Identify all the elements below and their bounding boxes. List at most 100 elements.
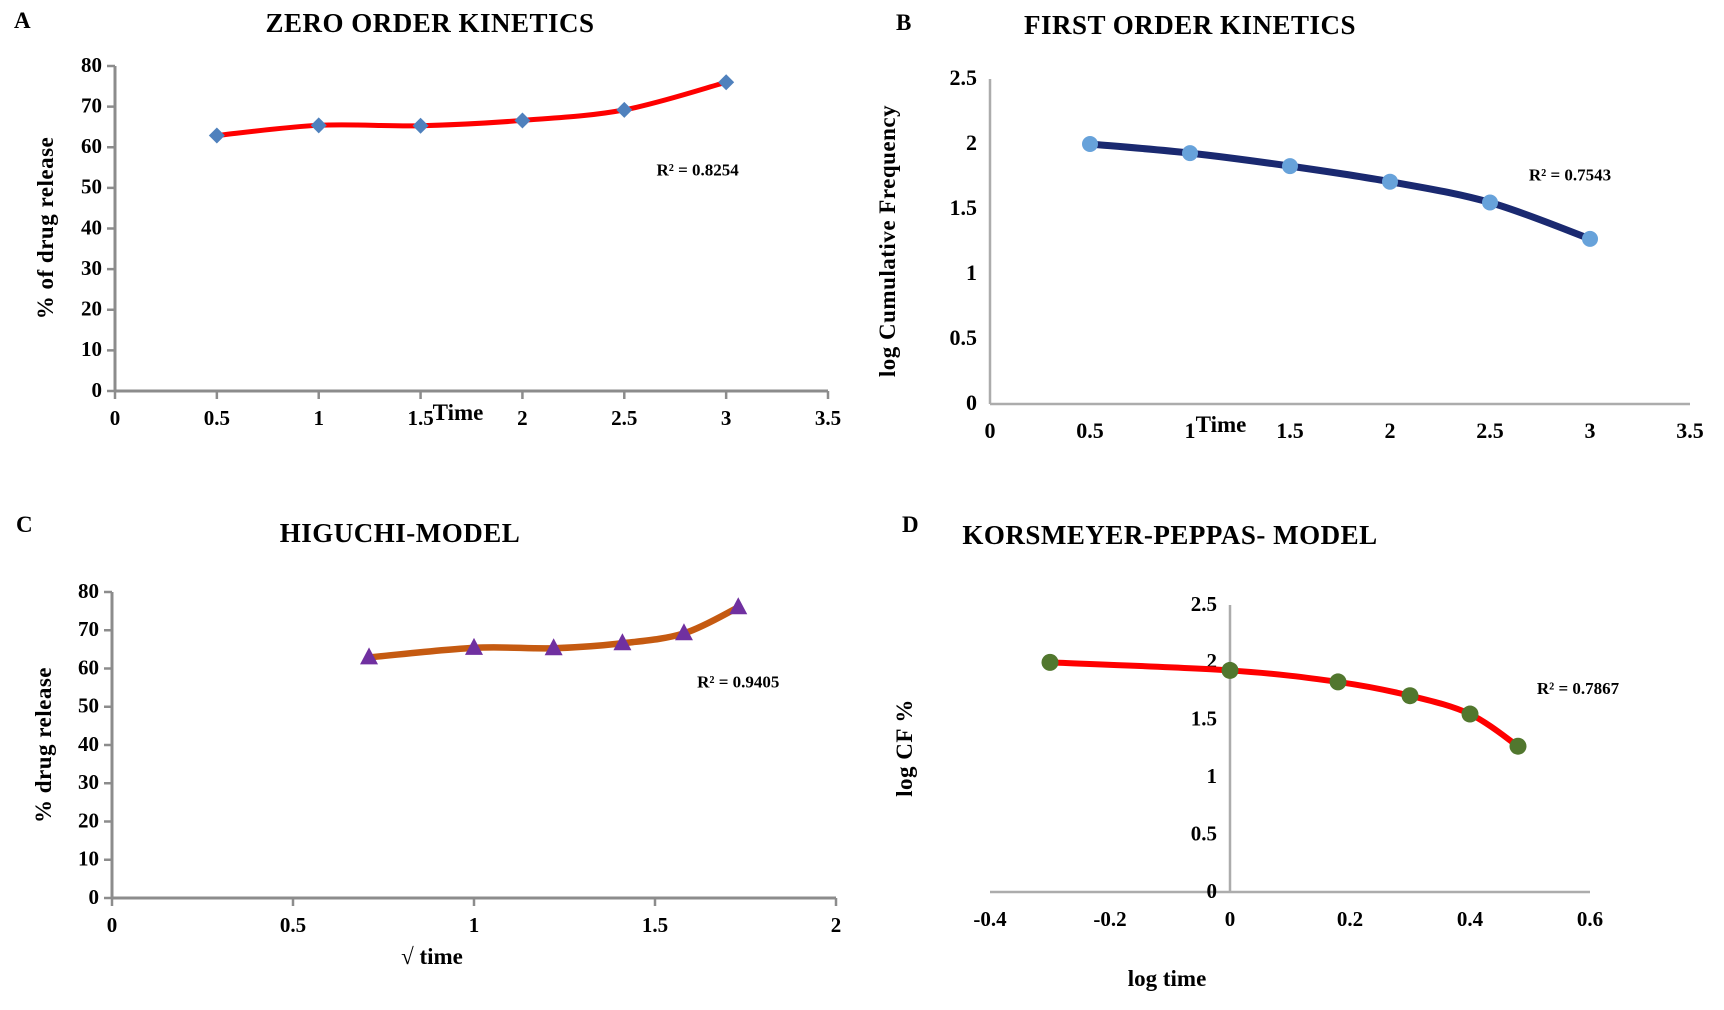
data-point-diamond (514, 112, 531, 129)
data-point-diamond (616, 101, 633, 118)
data-point-triangle (613, 633, 632, 651)
chart-title: HIGUCHI-MODEL (279, 518, 521, 548)
r2-annotation: R² = 0.8254 (656, 161, 739, 180)
panel-a-zero-order: 0 0.5 1 1.5 2 2.5 3 3.5 0 10 20 30 40 50 60 70 80 R² = 0.… (0, 0, 862, 460)
data-point-diamond (208, 127, 225, 144)
y-tick-label: 50 (78, 694, 99, 718)
x-tick-label: 2 (1385, 418, 1396, 443)
y-tick-label: 0 (89, 885, 100, 909)
y-tick-label: 0.5 (950, 325, 978, 350)
y-tick-label: 0 (966, 390, 977, 415)
y-tick-label: 0 (92, 378, 103, 402)
r2-annotation: R² = 0.7543 (1529, 165, 1611, 184)
data-point-diamond (310, 117, 327, 134)
x-tick-label: 0 (985, 418, 996, 443)
data-point-circle (1401, 687, 1419, 705)
r2-annotation: R² = 0.9405 (697, 673, 779, 692)
data-point-diamond (718, 74, 735, 91)
data-point-circle (1482, 194, 1498, 211)
y-tick-label: 0 (1207, 879, 1218, 903)
data-point-triangle (729, 597, 748, 615)
panel-d-korsmeyer-peppas: -0.4 -0.2 0 0.2 0.4 0.6 0 0.5 1 1.5 2 2.5 R² = 0.786… (862, 460, 1724, 1010)
x-tick-label: 1 (1185, 418, 1196, 443)
data-point-triangle (674, 623, 693, 641)
x-axis-title: Time (1195, 412, 1247, 437)
x-tick-label: -0.4 (973, 907, 1007, 931)
x-tick-label: -0.2 (1093, 907, 1126, 931)
x-tick-label: 1.5 (407, 406, 433, 430)
x-tick-label: 0 (107, 913, 118, 937)
y-axis-title: log CF % (892, 699, 917, 797)
y-axis-title: log Cumulative Frequency (875, 104, 900, 378)
x-tick-label: 1.5 (642, 913, 668, 937)
chart-title: ZERO ORDER KINETICS (265, 8, 595, 38)
x-tick-label: 1 (469, 913, 480, 937)
y-tick-label: 2.5 (950, 65, 978, 90)
panel-letter: B (896, 10, 912, 35)
chart-plot-first-order: 0 0.5 1 1.5 2 2.5 3 3.5 0 0.5 1 1.5 2 2.5 R² = 0.7543 (950, 65, 1704, 443)
data-point-diamond (412, 117, 429, 134)
y-tick-label: 10 (78, 847, 99, 871)
x-axis-title: Time (432, 400, 484, 425)
x-tick-label: 1.5 (1276, 418, 1304, 443)
chart-plot-zero-order: 0 0.5 1 1.5 2 2.5 3 3.5 0 10 20 30 40 50 60 70 80 R² = 0.… (81, 53, 841, 430)
x-tick-label: 2.5 (611, 406, 637, 430)
x-tick-label: 0.5 (280, 913, 306, 937)
y-tick-label: 20 (78, 808, 99, 832)
x-axis-title: log time (1127, 966, 1207, 991)
x-tick-label: 2 (831, 913, 842, 937)
x-axis-title: √ time (401, 944, 463, 969)
data-point-circle (1582, 230, 1598, 247)
y-tick-label: 1 (966, 260, 977, 285)
y-tick-label: 70 (78, 617, 99, 641)
x-tick-label: 0.5 (204, 406, 230, 430)
x-tick-label: 3 (721, 406, 732, 430)
y-tick-label: 1.5 (1191, 707, 1217, 731)
y-axis-title: % of drug release (33, 136, 58, 320)
y-tick-label: 30 (78, 770, 99, 794)
chart-title: KORSMEYER-PEPPAS- MODEL (962, 520, 1378, 550)
chart-plot-korsmeyer-peppas: -0.4 -0.2 0 0.2 0.4 0.6 0 0.5 1 1.5 2 2.5 R² = 0.786… (973, 592, 1620, 931)
y-tick-label: 0.5 (1191, 821, 1217, 845)
series-curve (1047, 659, 1521, 750)
x-tick-label: 1 (313, 406, 324, 430)
y-tick-label: 2.5 (1191, 592, 1217, 616)
panel-b-first-order: 0 0.5 1 1.5 2 2.5 3 3.5 0 0.5 1 1.5 2 2.5 R² = 0.7543 … (862, 0, 1724, 460)
series-curve (214, 79, 729, 138)
x-tick-label: 0 (110, 406, 121, 430)
chart-title: FIRST ORDER KINETICS (1023, 10, 1357, 40)
data-point-triangle (360, 647, 379, 665)
y-tick-label: 60 (78, 655, 99, 679)
x-tick-label: 3.5 (1676, 418, 1704, 443)
data-point-triangle (544, 638, 563, 656)
data-point-circle (1041, 653, 1059, 671)
data-point-circle (1282, 158, 1298, 175)
y-tick-label: 30 (81, 256, 102, 280)
data-point-circle (1082, 136, 1098, 152)
y-tick-label: 10 (81, 337, 102, 361)
x-tick-label: 0.4 (1457, 907, 1484, 931)
y-tick-label: 80 (78, 579, 99, 603)
panel-letter: D (902, 512, 919, 537)
panel-c-higuchi: 0 0.5 1 1.5 2 0 10 20 30 40 50 60 70 80 R² = 0.9405 C … (0, 460, 862, 1010)
y-tick-label: 40 (81, 215, 102, 239)
y-tick-label: 80 (81, 53, 102, 77)
data-point-circle (1509, 737, 1527, 755)
x-tick-label: 0.2 (1337, 907, 1363, 931)
y-tick-label: 60 (81, 134, 102, 158)
data-point-triangle (465, 637, 483, 655)
x-tick-label: 0.6 (1577, 907, 1603, 931)
x-tick-label: 2 (517, 406, 528, 430)
y-tick-label: 2 (966, 130, 977, 155)
x-tick-label: 0.5 (1076, 418, 1104, 443)
y-tick-label: 50 (81, 175, 102, 199)
x-tick-label: 3.5 (815, 406, 841, 430)
r2-annotation: R² = 0.7867 (1537, 679, 1620, 698)
y-axis-title: % drug release (31, 666, 56, 824)
data-point-circle (1329, 673, 1347, 691)
y-tick-label: 20 (81, 297, 102, 321)
y-tick-label: 1.5 (950, 195, 978, 220)
data-point-circle (1382, 173, 1398, 190)
